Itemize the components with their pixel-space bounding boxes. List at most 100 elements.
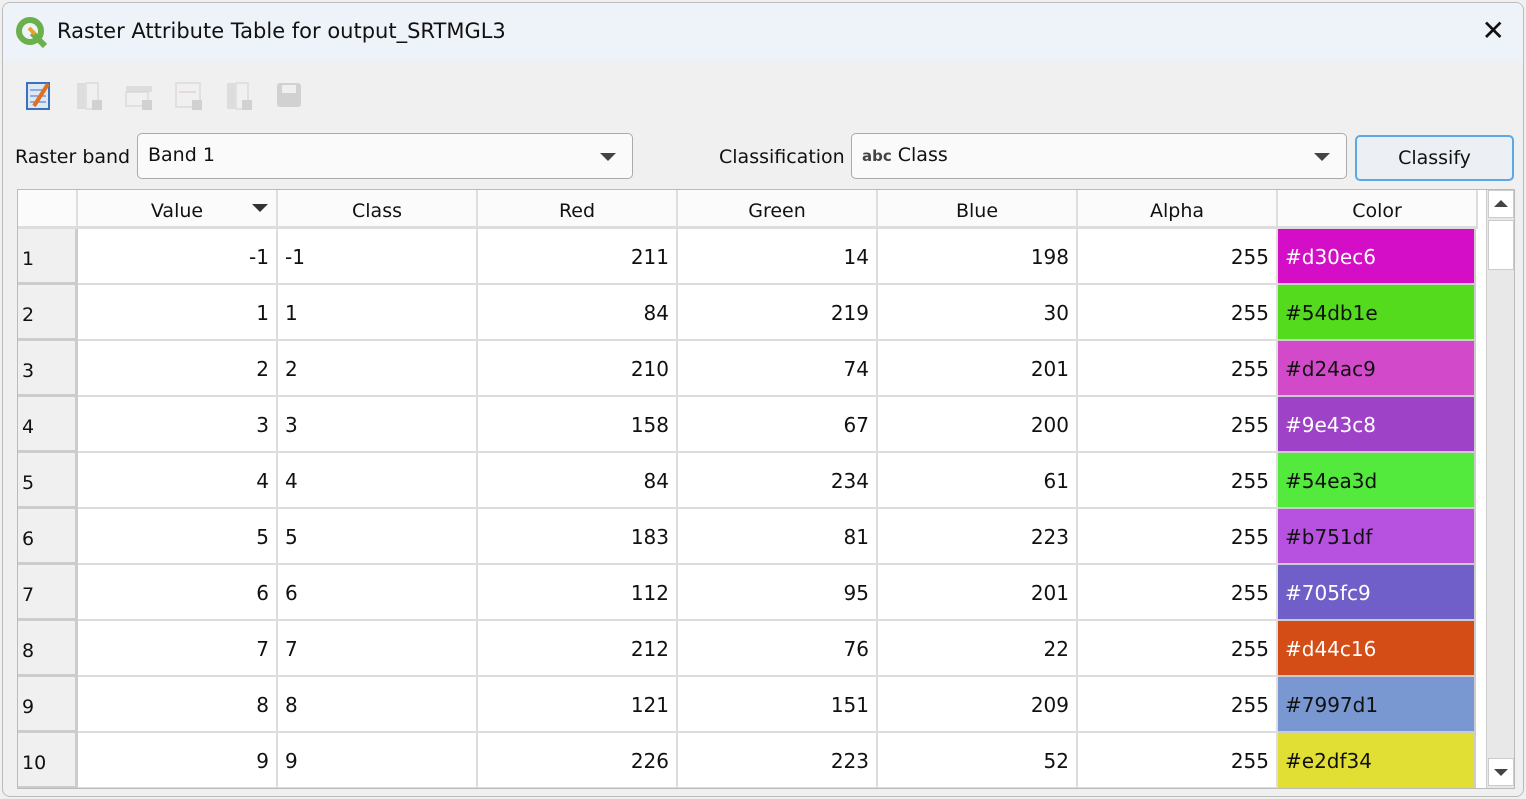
cell-blue[interactable]: 223	[878, 509, 1078, 565]
cell-green[interactable]: 67	[678, 397, 878, 453]
cell-red[interactable]: 226	[478, 733, 678, 788]
cell-value[interactable]: 9	[78, 733, 278, 788]
cell-value[interactable]: 4	[78, 453, 278, 509]
cell-color[interactable]: #7997d1	[1278, 677, 1476, 733]
cell-class[interactable]: 5	[278, 509, 478, 565]
cell-alpha[interactable]: 255	[1078, 677, 1278, 733]
cell-class[interactable]: 4	[278, 453, 478, 509]
row-header[interactable]: 10	[18, 733, 78, 788]
cell-alpha[interactable]: 255	[1078, 229, 1278, 285]
classify-button[interactable]: Classify	[1355, 135, 1514, 181]
table-row[interactable]: 8 7 7 212 76 22 255 #d44c16	[18, 621, 1476, 677]
cell-red[interactable]: 211	[478, 229, 678, 285]
cell-green[interactable]: 81	[678, 509, 878, 565]
cell-red[interactable]: 212	[478, 621, 678, 677]
cell-red[interactable]: 112	[478, 565, 678, 621]
cell-class[interactable]: 7	[278, 621, 478, 677]
row-header[interactable]: 5	[18, 453, 78, 509]
cell-green[interactable]: 234	[678, 453, 878, 509]
cell-blue[interactable]: 22	[878, 621, 1078, 677]
cell-red[interactable]: 158	[478, 397, 678, 453]
row-header[interactable]: 2	[18, 285, 78, 341]
row-header[interactable]: 7	[18, 565, 78, 621]
cell-green[interactable]: 14	[678, 229, 878, 285]
cell-red[interactable]: 210	[478, 341, 678, 397]
cell-green[interactable]: 219	[678, 285, 878, 341]
cell-blue[interactable]: 209	[878, 677, 1078, 733]
cell-alpha[interactable]: 255	[1078, 397, 1278, 453]
cell-red[interactable]: 84	[478, 285, 678, 341]
table-row[interactable]: 5 4 4 84 234 61 255 #54ea3d	[18, 453, 1476, 509]
row-header[interactable]: 4	[18, 397, 78, 453]
edit-table-icon[interactable]	[23, 79, 55, 113]
cell-value[interactable]: 5	[78, 509, 278, 565]
cell-red[interactable]: 183	[478, 509, 678, 565]
cell-class[interactable]: 2	[278, 341, 478, 397]
cell-class[interactable]: 8	[278, 677, 478, 733]
cell-color[interactable]: #d44c16	[1278, 621, 1476, 677]
column-header-class[interactable]: Class	[278, 190, 478, 226]
cell-green[interactable]: 223	[678, 733, 878, 788]
cell-blue[interactable]: 52	[878, 733, 1078, 788]
column-header-color[interactable]: Color	[1278, 190, 1478, 226]
cell-value[interactable]: 2	[78, 341, 278, 397]
cell-value[interactable]: -1	[78, 229, 278, 285]
table-row[interactable]: 9 8 8 121 151 209 255 #7997d1	[18, 677, 1476, 733]
cell-color[interactable]: #54ea3d	[1278, 453, 1476, 509]
cell-green[interactable]: 76	[678, 621, 878, 677]
column-header-green[interactable]: Green	[678, 190, 878, 226]
scroll-down-button[interactable]	[1488, 758, 1514, 786]
cell-class[interactable]: 6	[278, 565, 478, 621]
cell-color[interactable]: #d30ec6	[1278, 229, 1476, 285]
scroll-up-button[interactable]	[1488, 190, 1514, 218]
column-header-value[interactable]: Value	[78, 190, 278, 226]
column-header-red[interactable]: Red	[478, 190, 678, 226]
raster-band-select[interactable]: Band 1	[137, 133, 633, 179]
cell-green[interactable]: 74	[678, 341, 878, 397]
cell-value[interactable]: 7	[78, 621, 278, 677]
cell-value[interactable]: 6	[78, 565, 278, 621]
column-header-blue[interactable]: Blue	[878, 190, 1078, 226]
table-row[interactable]: 7 6 6 112 95 201 255 #705fc9	[18, 565, 1476, 621]
cell-class[interactable]: 9	[278, 733, 478, 788]
cell-blue[interactable]: 201	[878, 341, 1078, 397]
cell-green[interactable]: 151	[678, 677, 878, 733]
cell-blue[interactable]: 30	[878, 285, 1078, 341]
table-row[interactable]: 3 2 2 210 74 201 255 #d24ac9	[18, 341, 1476, 397]
cell-value[interactable]: 3	[78, 397, 278, 453]
cell-alpha[interactable]: 255	[1078, 509, 1278, 565]
cell-blue[interactable]: 61	[878, 453, 1078, 509]
cell-alpha[interactable]: 255	[1078, 341, 1278, 397]
cell-color[interactable]: #d24ac9	[1278, 341, 1476, 397]
cell-red[interactable]: 84	[478, 453, 678, 509]
column-header-alpha[interactable]: Alpha	[1078, 190, 1278, 226]
cell-color[interactable]: #e2df34	[1278, 733, 1476, 788]
table-row[interactable]: 10 9 9 226 223 52 255 #e2df34	[18, 733, 1476, 788]
cell-alpha[interactable]: 255	[1078, 453, 1278, 509]
row-header[interactable]: 3	[18, 341, 78, 397]
corner-header[interactable]	[18, 190, 78, 226]
table-row[interactable]: 2 1 1 84 219 30 255 #54db1e	[18, 285, 1476, 341]
cell-red[interactable]: 121	[478, 677, 678, 733]
cell-alpha[interactable]: 255	[1078, 733, 1278, 788]
cell-class[interactable]: 3	[278, 397, 478, 453]
row-header[interactable]: 8	[18, 621, 78, 677]
cell-alpha[interactable]: 255	[1078, 565, 1278, 621]
table-row[interactable]: 6 5 5 183 81 223 255 #b751df	[18, 509, 1476, 565]
cell-blue[interactable]: 198	[878, 229, 1078, 285]
cell-color[interactable]: #54db1e	[1278, 285, 1476, 341]
cell-color[interactable]: #9e43c8	[1278, 397, 1476, 453]
row-header[interactable]: 9	[18, 677, 78, 733]
close-icon[interactable]: ✕	[1481, 14, 1505, 47]
cell-color[interactable]: #b751df	[1278, 509, 1476, 565]
table-row[interactable]: 1 -1 -1 211 14 198 255 #d30ec6	[18, 229, 1476, 285]
cell-blue[interactable]: 201	[878, 565, 1078, 621]
table-row[interactable]: 4 3 3 158 67 200 255 #9e43c8	[18, 397, 1476, 453]
cell-blue[interactable]: 200	[878, 397, 1078, 453]
row-header[interactable]: 1	[18, 229, 78, 285]
cell-class[interactable]: -1	[278, 229, 478, 285]
row-header[interactable]: 6	[18, 509, 78, 565]
classification-select[interactable]: abc Class	[851, 133, 1347, 179]
cell-value[interactable]: 1	[78, 285, 278, 341]
vertical-scrollbar[interactable]	[1486, 190, 1514, 788]
